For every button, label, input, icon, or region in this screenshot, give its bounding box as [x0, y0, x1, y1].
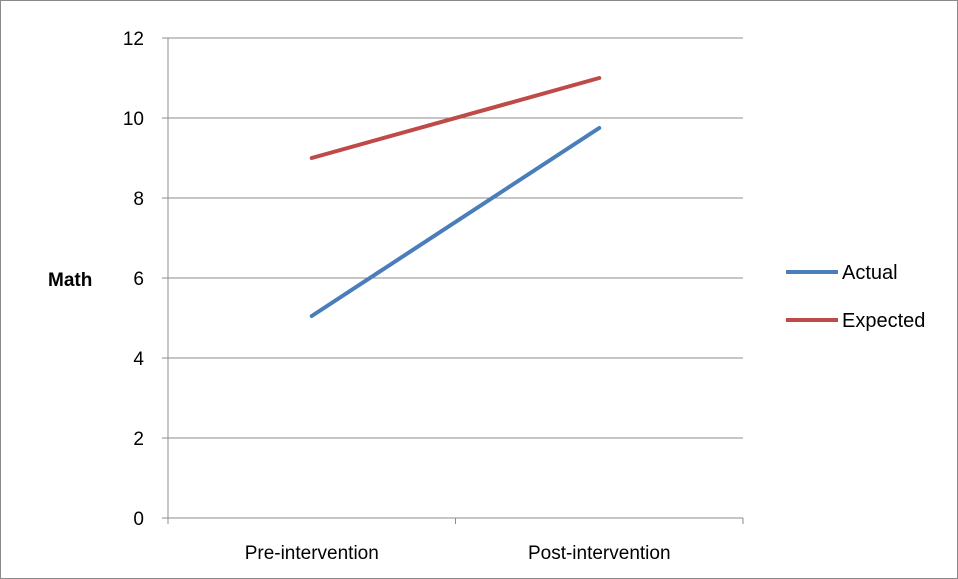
y-tick-label: 6 [133, 269, 144, 290]
series-line-actual [309, 126, 602, 318]
y-tick-label: 2 [133, 429, 144, 450]
y-tick-label: 12 [123, 29, 144, 50]
y-tick-label: 4 [133, 349, 144, 370]
y-tick-label: 0 [133, 509, 144, 530]
legend-label-expected: Expected [842, 310, 925, 332]
y-tick-label: 10 [123, 109, 144, 130]
x-tick-label: Post-intervention [528, 543, 671, 564]
axes [162, 37, 744, 524]
legend: Actual Expected [786, 262, 925, 332]
y-tick-labels: 0 2 4 6 8 10 12 [123, 29, 145, 530]
legend-label-actual: Actual [842, 262, 898, 284]
y-tick-label: 8 [133, 189, 144, 210]
series-line-expected [309, 76, 602, 160]
x-tick-label: Pre-intervention [245, 543, 379, 564]
x-tick-labels: Pre-intervention Post-intervention [245, 543, 671, 564]
y-axis-label: Math [48, 270, 92, 291]
gridlines [168, 37, 743, 439]
series-lines [309, 76, 602, 318]
